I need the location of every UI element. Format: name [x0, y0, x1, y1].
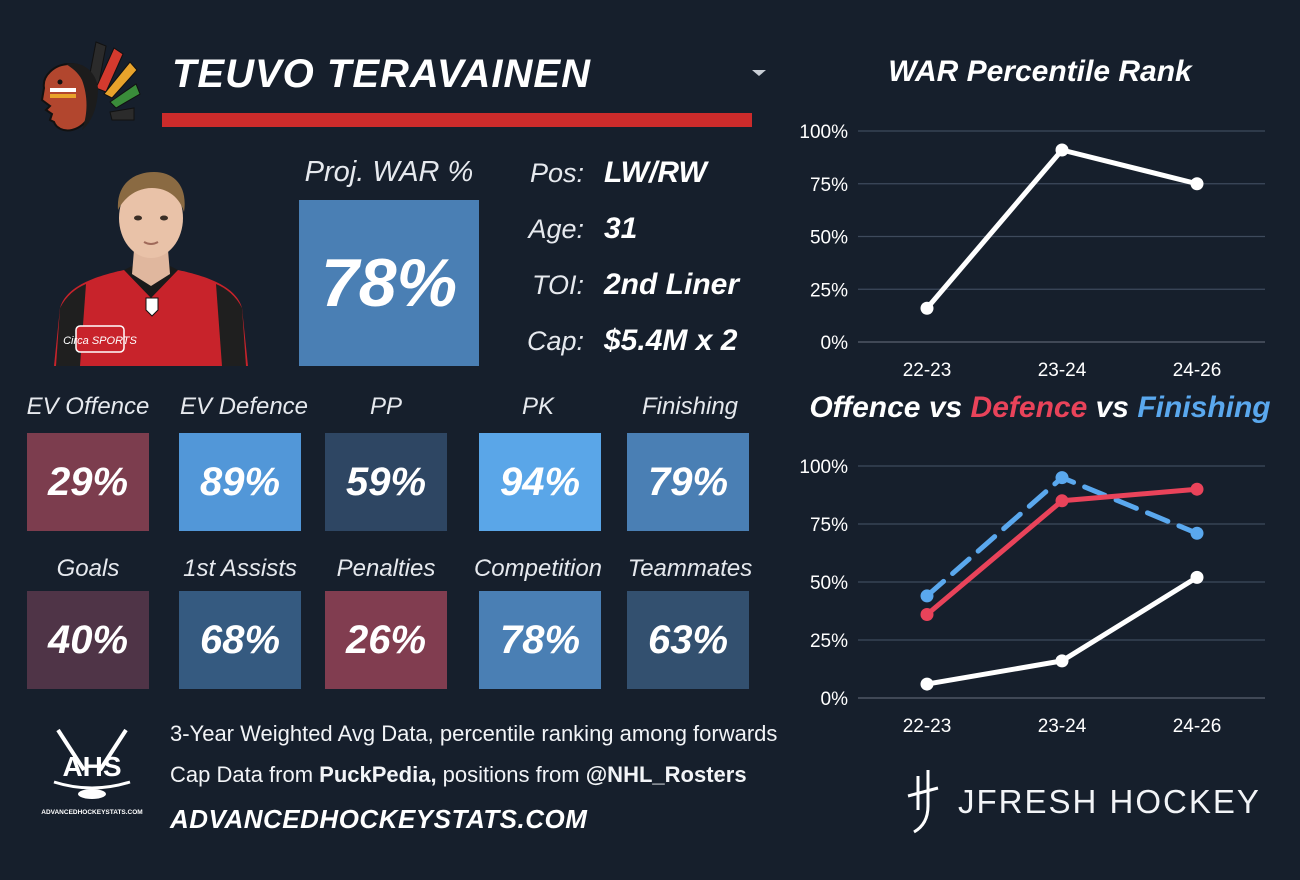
stat-box-finishing: 79% — [627, 433, 749, 531]
stat-label-competition: Competition — [473, 555, 603, 582]
y-tick-label: 25% — [810, 280, 848, 301]
stat-label-goals: Goals — [56, 555, 120, 582]
data-point — [1190, 526, 1204, 540]
stat-box-1st-assists: 68% — [179, 591, 301, 689]
offence-defence-finishing-chart: 0% 25% 50% 75% 100% 22-23 23-24 24-26 — [799, 457, 1265, 737]
data-point — [1055, 654, 1069, 668]
site-url[interactable]: ADVANCEDHOCKEYSTATS.COM — [170, 804, 588, 834]
nhl-rosters-link[interactable]: @NHL_Rosters — [585, 762, 747, 787]
player-name: TEUVO TERAVAINEN — [172, 52, 591, 96]
footer-sources: Cap Data from PuckPedia, positions from … — [170, 760, 747, 790]
y-tick-label: 0% — [821, 333, 849, 354]
stat-label-penalties: Penalties — [336, 555, 436, 582]
data-point — [920, 301, 934, 315]
stat-label-ev-offence: EV Offence — [26, 393, 150, 420]
info-key: Pos: — [529, 157, 584, 188]
jfresh-logo: JFRESH HOCKEY — [900, 764, 1290, 840]
y-tick-label: 0% — [821, 689, 849, 710]
name-underline — [162, 113, 752, 127]
stat-box-ev-defence: 89% — [179, 433, 301, 531]
y-tick-label: 75% — [810, 175, 848, 196]
x-tick-label: 24-26 — [1173, 360, 1222, 381]
x-tick-label: 22-23 — [903, 360, 952, 381]
info-value: $5.4M x 2 — [604, 324, 738, 357]
chart2-title: Offence vs Defence vs Finishing — [790, 388, 1290, 428]
chart2-title-offence: Offence — [809, 391, 921, 424]
chart2-title-vs1: vs — [920, 391, 971, 424]
data-point — [920, 677, 934, 691]
data-point — [1055, 143, 1069, 157]
y-tick-label: 100% — [799, 122, 848, 143]
info-key: TOI: — [531, 269, 584, 300]
chart1-title: WAR Percentile Rank — [888, 55, 1192, 88]
info-row-age: Age: 31 — [510, 204, 770, 254]
stat-box-goals: 40% — [27, 591, 149, 689]
footer-note: 3-Year Weighted Avg Data, percentile ran… — [170, 721, 778, 746]
y-tick-label: 25% — [810, 631, 848, 652]
series-line — [924, 147, 1200, 311]
chart2-title-vs2: vs — [1087, 391, 1138, 424]
stat-box-pk: 94% — [479, 433, 601, 531]
stat-box-penalties: 26% — [325, 591, 447, 689]
info-value: 31 — [604, 212, 638, 245]
jersey-patch-text: Circa SPORTS — [63, 335, 137, 347]
y-tick-label: 50% — [810, 573, 848, 594]
data-point — [1190, 570, 1204, 584]
stat-label-1st-assists: 1st Assists — [183, 555, 297, 582]
y-tick-label: 100% — [799, 457, 848, 478]
info-row-toi: TOI: 2nd Liner — [510, 260, 770, 310]
footer-sources-prefix: Cap Data from — [170, 762, 320, 787]
data-point — [920, 607, 934, 621]
stat-label-pk: PK — [521, 393, 554, 420]
info-row-pos: Pos: LW/RW — [510, 148, 770, 198]
data-point — [1055, 471, 1069, 485]
y-tick-label: 75% — [810, 515, 848, 536]
chevron-down-icon[interactable] — [750, 66, 768, 78]
footer-sources-mid: positions from — [436, 762, 586, 787]
data-point — [1190, 482, 1204, 496]
stat-box-teammates: 63% — [627, 591, 749, 689]
stat-label-teammates: Teammates — [627, 555, 753, 582]
info-value: LW/RW — [604, 156, 707, 189]
ahs-logo-subtext: ADVANCEDHOCKEYSTATS.COM — [41, 809, 142, 816]
ahs-logo: AHS ADVANCEDHOCKEYSTATS.COM — [40, 724, 144, 820]
chart2-title-finishing: Finishing — [1137, 391, 1271, 424]
stat-box-ev-offence: 29% — [27, 433, 149, 531]
stat-label-pp: PP — [369, 393, 402, 420]
team-logo — [26, 36, 156, 136]
x-tick-label: 24-26 — [1173, 716, 1222, 737]
stat-box-competition: 78% — [479, 591, 601, 689]
series-line — [924, 486, 1200, 617]
stat-box-pp: 59% — [325, 433, 447, 531]
info-key: Cap: — [526, 325, 584, 356]
stat-label-ev-defence: EV Defence — [179, 393, 309, 420]
jfresh-text: JFRESH HOCKEY — [958, 783, 1261, 820]
x-tick-label: 23-24 — [1038, 360, 1087, 381]
ahs-logo-text: AHS — [62, 751, 121, 782]
info-value: 2nd Liner — [604, 268, 740, 301]
data-point — [1190, 177, 1204, 191]
y-tick-label: 50% — [810, 228, 848, 249]
stat-label-finishing: Finishing — [641, 393, 739, 420]
player-photo: Circa SPORTS — [46, 158, 256, 366]
x-tick-label: 23-24 — [1038, 716, 1087, 737]
series-line — [924, 574, 1200, 687]
proj-war-label: Proj. WAR % — [304, 156, 474, 188]
x-tick-label: 22-23 — [903, 716, 952, 737]
puckpedia-link[interactable]: PuckPedia, — [319, 762, 437, 787]
war-percentile-chart: 0% 25% 50% 75% 100% 22-23 23-24 24-26 — [799, 122, 1265, 381]
proj-war-value: 78% — [299, 200, 479, 366]
data-point — [920, 589, 934, 603]
chart2-title-defence: Defence — [970, 391, 1088, 424]
info-row-cap: Cap: $5.4M x 2 — [510, 316, 770, 366]
info-key: Age: — [528, 213, 584, 244]
data-point — [1055, 494, 1069, 508]
jfresh-mark-icon — [907, 770, 939, 834]
